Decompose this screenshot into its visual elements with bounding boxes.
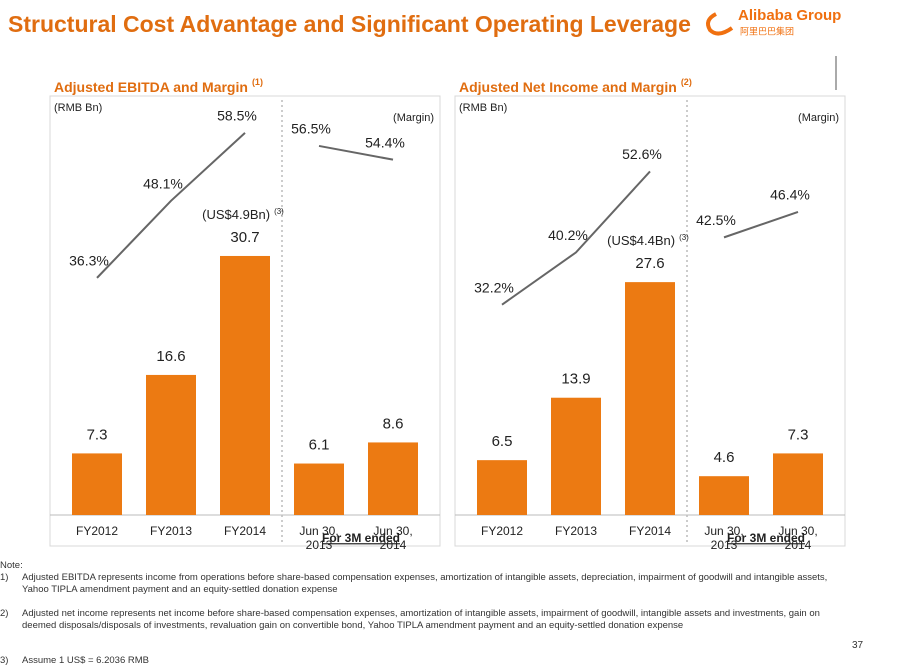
footnote-text: Assume 1 US$ = 6.2036 RMB	[22, 655, 149, 666]
chart-title-text: Adjusted Net Income and Margin	[459, 79, 677, 95]
x-tick-label: Jun 30, 2014	[373, 524, 413, 552]
bar	[146, 374, 196, 515]
chart-title: Adjusted Net Income and Margin (2)	[459, 77, 692, 94]
bar	[220, 255, 270, 515]
margin-label: 36.3%	[69, 253, 109, 269]
footnote-marker: 2)	[0, 608, 9, 619]
bar-value-label: 13.9	[561, 371, 590, 388]
page-number: 37	[852, 640, 864, 651]
footnote-marker: 1)	[0, 572, 9, 583]
y-axis-label: (RMB Bn)	[459, 102, 507, 114]
y-axis-label: (RMB Bn)	[54, 102, 102, 114]
bar-value-label: 6.1	[309, 437, 330, 454]
group-label: For 3M ended	[727, 531, 805, 545]
y2-axis-label: (Margin)	[393, 112, 434, 124]
bar	[368, 442, 418, 515]
logo-mark	[706, 12, 734, 36]
slide-title: Structural Cost Advantage and Significan…	[8, 11, 691, 37]
margin-label: 46.4%	[770, 187, 810, 203]
x-tick-label: FY2013	[149, 524, 193, 538]
margin-label: 56.5%	[291, 121, 331, 137]
x-tick-label: FY2013	[554, 524, 598, 538]
bar	[699, 476, 749, 515]
bar-value-label: 16.6	[156, 348, 185, 365]
bar	[625, 282, 675, 515]
margin-line	[723, 210, 799, 239]
annotation-note: (3)	[679, 233, 689, 242]
margin-line	[318, 144, 394, 161]
x-tick-label: Jun 30, 2014	[778, 524, 818, 552]
margin-line	[501, 170, 651, 306]
bar	[773, 453, 823, 515]
margin-label: 52.6%	[622, 146, 662, 162]
chart-frame	[454, 95, 846, 547]
x-tick-label: FY2012	[75, 524, 119, 538]
chart-title-note: (2)	[681, 77, 692, 87]
bar	[477, 460, 527, 515]
note-heading: Note:	[0, 560, 23, 571]
margin-label: 42.5%	[696, 212, 736, 228]
logo-chinese: 阿里巴巴集团	[740, 25, 794, 36]
bar	[294, 463, 344, 515]
chart-title: Adjusted EBITDA and Margin (1)	[54, 77, 263, 94]
chart-title-text: Adjusted EBITDA and Margin	[54, 79, 248, 95]
bar	[551, 397, 601, 515]
logo-text: Alibaba Group	[738, 7, 841, 24]
bar-value-label: 4.6	[714, 449, 735, 466]
x-tick-label: FY2014	[628, 524, 672, 538]
bar-value-label: 8.6	[383, 415, 404, 432]
x-tick-label: Jun 30, 2013	[704, 524, 744, 552]
chart-frame	[49, 95, 441, 547]
margin-label: 54.4%	[365, 134, 405, 150]
slide-title-text: Structural Cost Advantage and Significan…	[8, 11, 691, 37]
footnote-text: Adjusted EBITDA represents income from o…	[22, 572, 828, 595]
annotation-note: (3)	[274, 207, 284, 216]
annotation: (US$4.4Bn) (3)	[607, 233, 689, 248]
logo: Alibaba Group 阿里巴巴集团	[706, 7, 841, 36]
annotation-text: (US$4.4Bn)	[607, 234, 675, 249]
bar-value-label: 30.7	[230, 229, 259, 246]
bar-value-label: 7.3	[788, 426, 809, 443]
footnote-marker: 3)	[0, 655, 9, 666]
margin-label: 58.5%	[217, 108, 257, 124]
margin-line	[96, 132, 246, 279]
annotation-text: (US$4.9Bn)	[202, 207, 270, 222]
bar-value-label: 7.3	[87, 426, 108, 443]
margin-label: 32.2%	[474, 279, 514, 295]
bar-value-label: 6.5	[492, 433, 513, 450]
footnote-text: Adjusted net income represents net incom…	[22, 608, 820, 631]
bar	[72, 453, 122, 515]
margin-label: 40.2%	[548, 227, 588, 243]
margin-label: 48.1%	[143, 176, 183, 192]
annotation: (US$4.9Bn) (3)	[202, 207, 284, 222]
x-tick-label: FY2014	[223, 524, 267, 538]
bar-value-label: 27.6	[635, 255, 664, 272]
x-tick-label: FY2012	[480, 524, 524, 538]
x-tick-label: Jun 30, 2013	[299, 524, 339, 552]
group-label: For 3M ended	[322, 531, 400, 545]
chart-title-note: (1)	[252, 77, 263, 87]
y2-axis-label: (Margin)	[798, 112, 839, 124]
